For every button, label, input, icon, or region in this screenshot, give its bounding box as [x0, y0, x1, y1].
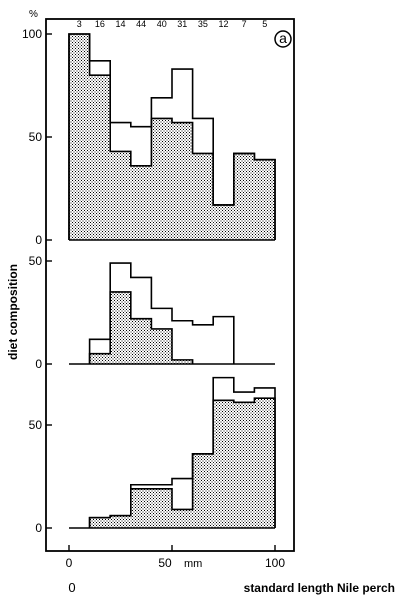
stippled-bar-1-2 [89, 75, 111, 240]
x-axis: 0 50 100 [66, 545, 285, 570]
panel-label-circle [274, 30, 292, 48]
stippled-series-outline-3 [88, 397, 276, 528]
stippled-series-outline-2 [88, 291, 194, 364]
stippled-bar-3-10 [254, 398, 275, 528]
sample-size-5: 40 [157, 19, 167, 29]
outline-bar-2-6 [172, 320, 193, 364]
sample-size-2: 16 [95, 19, 105, 29]
sample-size-1: 3 [77, 19, 82, 29]
x-axis-title: standard length Nile perch [244, 581, 395, 595]
stippled-bar-2-2 [89, 353, 111, 364]
x-unit-label: mm [184, 558, 202, 570]
y-tick-label-1-50: 50 [29, 130, 43, 144]
y-tick-label-2-50: 50 [29, 254, 43, 268]
x-tick-label-50: 50 [158, 556, 172, 570]
y-axis-title: diet composition [6, 264, 20, 360]
outline-bar-2-7 [192, 324, 214, 364]
x-tick-label-100: 100 [265, 556, 285, 570]
stippled-bar-3-4 [130, 488, 152, 528]
stippled-bar-1-1 [69, 34, 90, 240]
outline-bar-2-8 [213, 316, 234, 364]
y-tick-label-1-0: 0 [35, 233, 42, 247]
y-tick-label-3-0: 0 [35, 521, 42, 535]
plot-frame [45, 18, 295, 552]
stippled-bar-1-8 [213, 204, 234, 240]
sample-size-6: 31 [177, 19, 187, 29]
sample-size-7: 35 [198, 19, 208, 29]
stippled-series-outline-1 [68, 33, 276, 240]
y-tick-label-3-50: 50 [29, 418, 43, 432]
stippled-bar-3-9 [233, 402, 255, 528]
stippled-bar-2-4 [130, 318, 152, 364]
panel-label: a [279, 30, 287, 46]
stippled-bar-1-3 [110, 151, 131, 240]
x-tick-label-0: 0 [66, 556, 73, 570]
sample-size-9: 7 [242, 19, 247, 29]
stippled-bar-3-3 [110, 515, 131, 528]
stippled-bar-2-6 [172, 359, 193, 364]
stippled-bar-1-5 [151, 118, 172, 240]
sample-size-8: 12 [218, 19, 228, 29]
sample-size-row: 3 16 14 44 40 31 35 12 7 5 [77, 19, 267, 29]
y-tick-label-1-100: 100 [22, 27, 42, 41]
stippled-bar-1-9 [233, 153, 255, 240]
stippled-bar-1-7 [192, 153, 214, 240]
panels: 0 50 100 0 50 0 50 [22, 27, 276, 535]
y-unit-label: % [29, 9, 38, 20]
panel-2: 0 50 [29, 254, 275, 371]
stippled-bar-3-7 [192, 453, 214, 528]
panel-1: 0 50 100 [22, 27, 276, 247]
sample-size-4: 44 [136, 19, 146, 29]
stippled-bar-3-5 [151, 488, 172, 528]
sample-size-3: 14 [115, 19, 125, 29]
stippled-bar-1-4 [130, 165, 152, 240]
stippled-bar-3-2 [89, 517, 111, 528]
panel-3: 0 50 [29, 376, 276, 535]
stippled-bar-2-3 [110, 291, 131, 364]
stippled-bar-1-10 [254, 159, 275, 240]
stippled-bar-3-6 [172, 509, 193, 528]
stippled-bar-3-8 [213, 400, 234, 528]
stippled-bar-2-5 [151, 328, 172, 364]
y-tick-label-2-0: 0 [35, 357, 42, 371]
sample-size-10: 5 [262, 19, 267, 29]
stippled-bar-1-6 [172, 122, 193, 240]
x-origin-label: 0 [68, 580, 75, 595]
